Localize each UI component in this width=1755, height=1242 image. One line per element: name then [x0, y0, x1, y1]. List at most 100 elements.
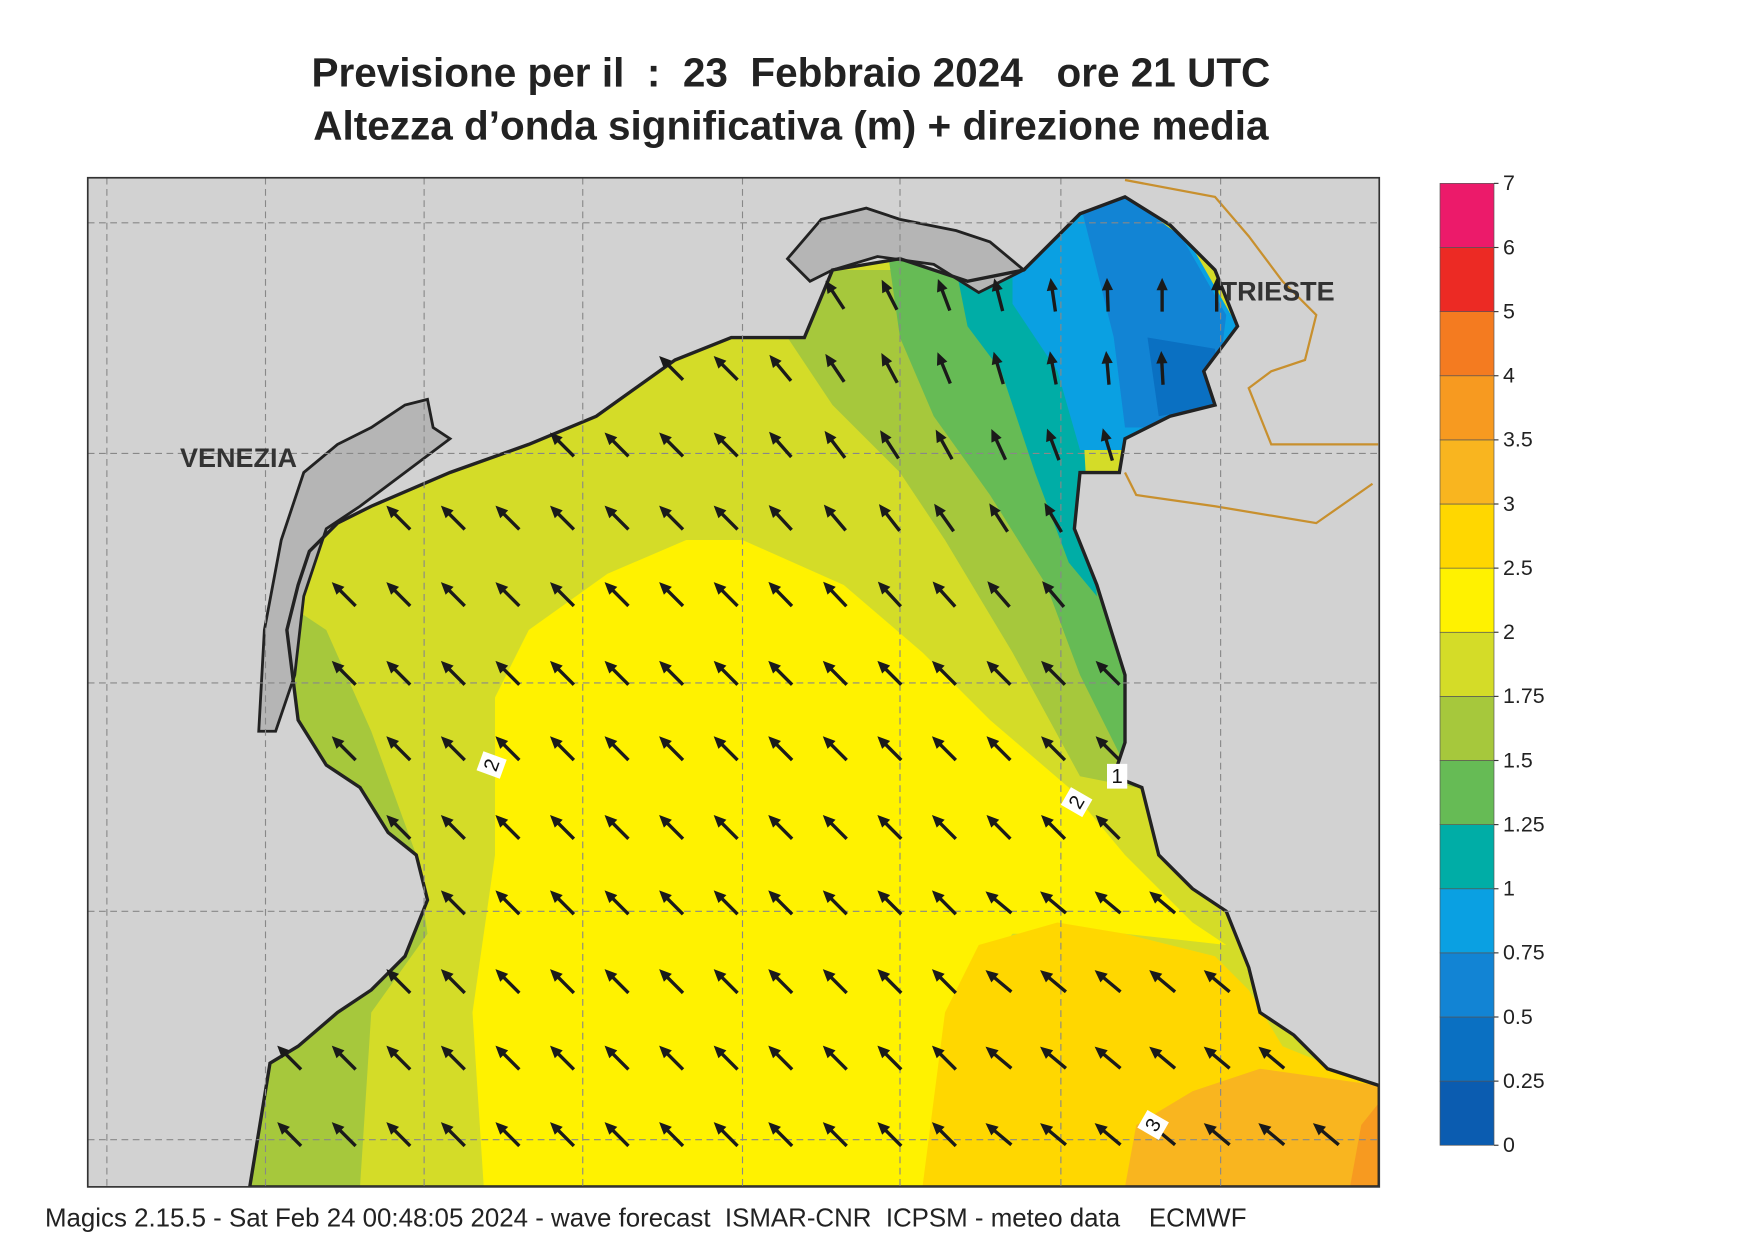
arrow-head — [550, 660, 563, 674]
arrow-head — [331, 660, 345, 674]
arrow-head — [386, 1045, 400, 1059]
arrow-head — [881, 279, 893, 294]
arrow-head — [386, 1122, 400, 1135]
arrow-head — [825, 353, 837, 368]
map-frame — [86, 176, 1381, 1188]
arrow-head — [768, 814, 781, 828]
arrow-head — [386, 736, 400, 749]
arrow-head — [495, 1122, 509, 1135]
direction-arrows — [277, 277, 1340, 1148]
arrow-head — [931, 1045, 945, 1059]
arrow-head — [985, 1046, 999, 1059]
arrow-head — [440, 505, 454, 519]
arrow-head — [822, 969, 836, 982]
arrow-head — [1101, 351, 1113, 364]
arrow-head — [822, 1122, 836, 1135]
arrow-head — [1094, 970, 1108, 983]
footer: Magics 2.15.5 - Sat Feb 24 00:48:05 2024… — [45, 1204, 1247, 1232]
arrow-head — [331, 736, 345, 749]
arrow-head — [877, 1045, 891, 1059]
colorbar-label: 0 — [1503, 1133, 1515, 1157]
colorbar-label: 6 — [1503, 235, 1515, 259]
arrow-head — [386, 969, 400, 982]
arrow-head — [931, 890, 945, 904]
arrow-head — [768, 736, 781, 749]
arrow-head — [768, 969, 781, 982]
colorbar-label: 5 — [1503, 299, 1515, 323]
arrow-head — [713, 736, 727, 749]
arrow-head — [1046, 428, 1057, 443]
arrow-head — [822, 814, 836, 828]
arrow-head — [659, 505, 672, 519]
contour-label-box — [476, 751, 507, 779]
arrow-head — [604, 736, 618, 749]
arrow-head — [878, 504, 892, 518]
arrow-head — [877, 969, 891, 982]
colorbar-bin — [1439, 696, 1495, 761]
arrow-head — [1094, 1123, 1108, 1136]
arrow-head — [277, 1122, 290, 1135]
colorbar-bin — [1439, 183, 1495, 248]
arrow-head — [386, 582, 400, 595]
arrow-head — [1044, 502, 1056, 517]
arrow-head — [1040, 1123, 1054, 1136]
arrow-head — [1203, 1123, 1217, 1136]
arrow-head — [495, 505, 509, 519]
arrow-head — [604, 890, 618, 904]
place-label: TRIESTE — [1221, 276, 1335, 306]
arrow-head — [659, 355, 672, 369]
zone — [1125, 1068, 1380, 1187]
arrow-head — [440, 969, 454, 982]
arrow-head — [877, 736, 891, 749]
arrow-head — [659, 890, 672, 904]
arrow-head — [604, 1045, 618, 1059]
arrow-head — [1040, 1046, 1054, 1059]
arrow-head — [659, 1122, 672, 1135]
colorbar-label: 3 — [1503, 492, 1515, 516]
arrow-head — [937, 278, 948, 293]
arrow-head — [495, 736, 509, 749]
arrow-head — [877, 581, 891, 595]
arrow-head — [659, 736, 672, 749]
arrow-head — [604, 505, 618, 519]
arrow-head — [659, 1045, 672, 1059]
arrow-head — [825, 280, 837, 295]
colorbar-bin — [1439, 567, 1495, 633]
colorbar-bin — [1439, 888, 1495, 954]
zone — [472, 540, 1227, 1187]
arrow-head — [331, 582, 345, 595]
arrow-head — [440, 736, 454, 749]
arrow-head — [822, 736, 836, 749]
colorbar-label: 2 — [1503, 620, 1515, 644]
arrow-head — [985, 1123, 999, 1136]
arrow-head — [823, 504, 837, 518]
arrow-head — [659, 432, 672, 446]
arrow-head — [986, 814, 1000, 828]
colorbar-label: 1.5 — [1503, 748, 1533, 772]
arrow-head — [550, 969, 563, 982]
arrow-head — [768, 1045, 781, 1059]
arrow-head — [1042, 581, 1055, 595]
arrow-head — [1149, 1046, 1163, 1059]
arrow-head — [713, 1045, 727, 1059]
arrow-head — [1094, 891, 1108, 904]
arrow-head — [659, 814, 672, 828]
place-label: VENEZIA — [180, 443, 297, 473]
arrow-head — [877, 1122, 891, 1135]
arrow-head — [769, 431, 782, 445]
arrow-head — [1046, 278, 1058, 292]
arrow-head — [550, 890, 563, 904]
arrow-head — [659, 582, 672, 595]
arrow-head — [1095, 736, 1109, 749]
contour-label-box — [1060, 787, 1093, 818]
arrow-head — [931, 814, 945, 828]
arrow-head — [989, 503, 1001, 517]
arrow-head — [877, 814, 891, 828]
arrow-head — [713, 1122, 727, 1135]
arrow-head — [386, 660, 400, 674]
arrow-head — [604, 432, 618, 446]
arrow-head — [495, 969, 509, 982]
arrow-head — [550, 582, 563, 595]
arrow-head — [713, 660, 727, 674]
colorbar-bin — [1439, 1016, 1495, 1082]
